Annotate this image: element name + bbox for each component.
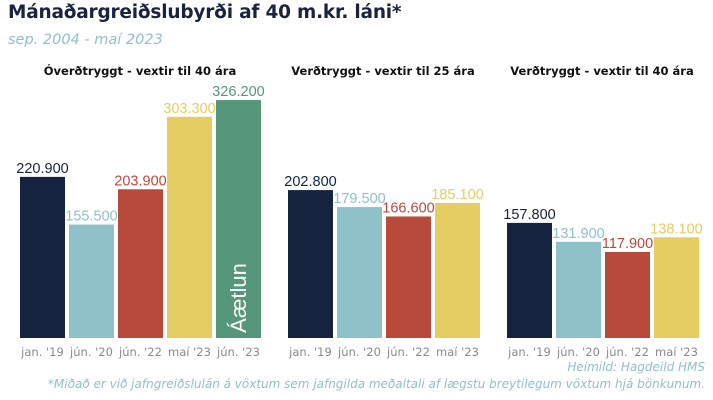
- category-label: jún. '20: [337, 345, 381, 359]
- category-label: jún. '23: [216, 345, 260, 359]
- chart-panel-2: 157.800 jan. '19 131.900 jún. '20 117.900 jún…: [503, 207, 702, 359]
- chart-subtitle: sep. 2004 - maí 2023: [8, 32, 163, 48]
- category-label: jan. '19: [288, 345, 332, 359]
- data-label: 179.500: [333, 191, 385, 207]
- bar: [20, 176, 65, 338]
- bar: [386, 216, 431, 338]
- category-label: jún. '20: [556, 345, 600, 359]
- chart-panel-0: 220.900 jan. '19 155.500 jún. '20 203.900 jún…: [16, 84, 264, 359]
- data-label: 326.200: [212, 84, 264, 100]
- data-label: 117.900: [602, 236, 653, 252]
- bar: [507, 222, 552, 338]
- data-label: 157.800: [503, 207, 555, 223]
- category-label: jún. '20: [69, 345, 113, 359]
- bar: [167, 116, 212, 338]
- panel-title-overdtryggt-40: Óverðtryggt - vextir til 40 ára: [43, 64, 237, 78]
- data-label: 203.900: [114, 173, 166, 189]
- category-label: jún. '22: [605, 345, 649, 359]
- data-label: 131.900: [552, 226, 604, 242]
- bar: [69, 224, 114, 338]
- bar: [337, 207, 382, 338]
- category-label: maí '23: [655, 345, 698, 359]
- category-label: jan. '19: [507, 345, 551, 359]
- chart-title: Mánaðargreiðslubyrði af 40 m.kr. láni*: [8, 2, 402, 23]
- data-label: 155.500: [65, 209, 117, 225]
- bar: [216, 100, 261, 338]
- footnote: *Miðað er við jafngreiðslulán á vöxtum s…: [47, 377, 705, 391]
- category-label: jún. '22: [386, 345, 430, 359]
- bar: [605, 252, 650, 338]
- bar: [654, 237, 699, 338]
- chart-panel-1: 202.800 jan. '19 179.500 jún. '20 166.600 jún…: [284, 174, 483, 359]
- category-label: jún. '22: [118, 345, 162, 359]
- bar: [288, 190, 333, 338]
- source-note: Heimild: Hagdeild HMS: [567, 360, 705, 374]
- bar: [118, 189, 163, 338]
- bar: [556, 241, 601, 338]
- forecast-annotation: Áætlun: [226, 263, 251, 333]
- data-label: 138.100: [650, 221, 702, 237]
- data-label: 220.900: [16, 161, 68, 177]
- data-label: 185.100: [431, 187, 483, 203]
- category-label: maí '23: [436, 345, 479, 359]
- category-label: jan. '19: [20, 345, 64, 359]
- data-label: 303.300: [163, 101, 215, 117]
- category-label: maí '23: [168, 345, 211, 359]
- panel-title-verdtryggt-25: Verðtryggt - vextir til 25 ára: [291, 64, 475, 78]
- panel-title-verdtryggt-40: Verðtryggt - vextir til 40 ára: [510, 64, 694, 78]
- data-label: 166.600: [382, 200, 434, 216]
- bar: [435, 202, 480, 338]
- data-label: 202.800: [284, 174, 336, 190]
